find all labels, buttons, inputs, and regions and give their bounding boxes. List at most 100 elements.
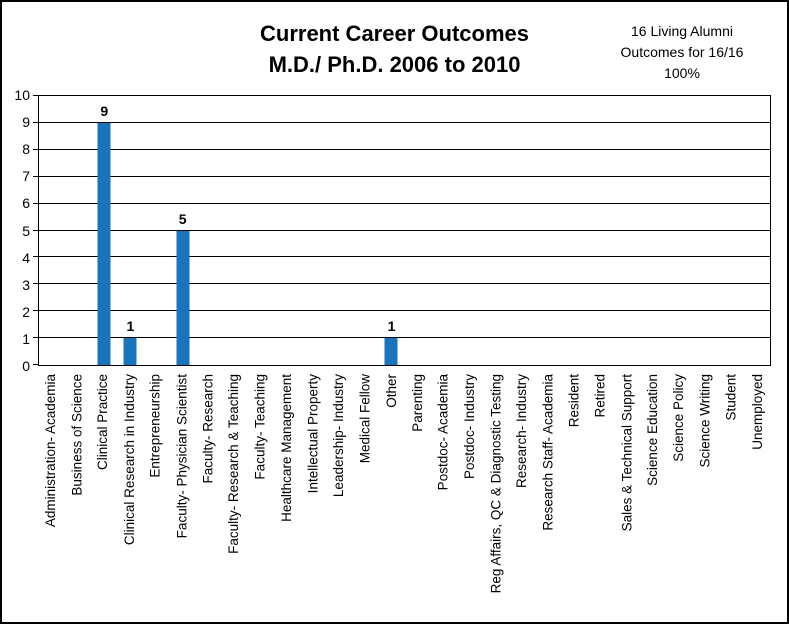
bar-column: 1 [117,96,143,365]
x-label-cell: Retired [588,368,614,622]
x-label-cell: Clinical Practice [90,368,116,622]
bar-column [248,96,274,365]
x-label-cell: Administration- Academia [38,368,64,622]
x-axis-label: Other [383,374,399,408]
bar [176,230,190,365]
bar-column [143,96,169,365]
y-tick-mark [33,202,39,204]
gridline [39,202,770,204]
bar-column [692,96,718,365]
bar-column [587,96,613,365]
x-axis-label: Science Policy [671,374,687,462]
x-axis-label: Unemployed [749,374,765,450]
bar-value-label: 1 [126,318,135,335]
y-tick-mark [33,229,39,231]
y-tick-label: 3 [22,276,30,293]
x-label-cell: Postdoc- Academia [431,368,457,622]
x-axis-label: Reg Affairs, QC & Diagnostic Testing [488,374,504,594]
bar [384,338,398,365]
bar-column [39,96,65,365]
x-axis-label: Postdoc- Academia [435,374,451,491]
x-label-cell: Unemployed [745,368,771,622]
x-label-cell: Medical Fellow [352,368,378,622]
y-tick-label: 0 [22,358,30,374]
x-axis-label: Research- Industry [514,374,530,489]
x-axis-label: Retired [592,374,608,418]
x-axis-label: Administration- Academia [43,374,59,528]
x-axis-labels: Administration- Academia Business of Scie… [38,368,771,622]
x-label-cell: Resident [561,368,587,622]
gridline [39,256,770,258]
y-tick-mark [33,95,39,96]
gridline [39,283,770,285]
x-label-cell: Healthcare Management [274,368,300,622]
x-axis-label: Parenting [409,374,425,432]
bar-column [300,96,326,365]
bar-column [718,96,744,365]
bar-column [274,96,300,365]
y-tick-label: 4 [22,249,30,266]
y-tick-label: 6 [22,195,30,212]
x-label-cell: Science Writing [692,368,718,622]
bar-column [613,96,639,365]
bar-columns: 9 1 5 1 [39,96,770,365]
x-label-cell: Faculty- Teaching [247,368,273,622]
gridline [39,148,770,150]
x-axis-label: Sales & Technical Support [618,374,634,532]
x-label-cell: Faculty- Research [195,368,221,622]
x-axis-label: Faculty- Research & Teaching [226,374,242,554]
x-label-cell: Entrepreneurship [143,368,169,622]
gridline [39,229,770,231]
x-label-cell: Clinical Research in Industry [117,368,143,622]
x-axis-label: Leadership- Industry [330,374,346,498]
y-tick-mark [33,283,39,285]
bar-column [405,96,431,365]
x-label-cell: Faculty- Physician Scientist [169,368,195,622]
x-axis-label: Faculty- Physician Scientist [173,374,189,539]
bar-column [666,96,692,365]
y-tick-label: 2 [22,303,30,320]
chart-title: Current Career Outcomes M.D./ Ph.D. 2006… [2,18,787,80]
y-tick-label: 9 [22,114,30,131]
gridline [39,337,770,339]
x-label-cell: Business of Science [64,368,90,622]
x-axis-label: Business of Science [69,374,85,496]
x-axis-label: Entrepreneurship [147,374,163,478]
bar-column [483,96,509,365]
bar [97,122,111,365]
x-axis-label: Student [723,374,739,421]
bar-column [535,96,561,365]
bar-column [457,96,483,365]
y-tick-label: 1 [22,330,30,347]
y-tick-mark [33,364,39,365]
gridline [39,175,770,177]
bar-value-label: 5 [178,210,187,227]
y-tick-mark [33,310,39,312]
y-tick-label: 7 [22,168,30,185]
chart-title-line-1: Current Career Outcomes [260,21,529,46]
y-tick-mark [33,148,39,150]
x-label-cell: Other [378,368,404,622]
x-label-cell: Postdoc- Industry [457,368,483,622]
x-label-cell: Leadership- Industry [326,368,352,622]
x-axis-label: Science Writing [697,374,713,468]
bar-column: 5 [170,96,196,365]
x-axis-label: Faculty- Teaching [252,374,268,480]
bar [123,338,137,365]
x-label-cell: Science Policy [666,368,692,622]
x-axis-label: Clinical Research in Industry [121,374,137,546]
x-label-cell: Sales & Technical Support [614,368,640,622]
bar-column [509,96,535,365]
chart-title-line-2: M.D./ Ph.D. 2006 to 2010 [268,52,521,77]
y-tick-mark [33,121,39,123]
x-label-cell: Parenting [404,368,430,622]
x-axis-label: Science Education [645,374,661,486]
gridline [39,95,770,96]
alumni-annotation-line-1: 16 Living Alumni [631,23,733,39]
x-label-cell: Science Education [640,368,666,622]
y-tick-label: 10 [14,87,30,103]
x-label-cell: Research- Industry [509,368,535,622]
x-label-cell: Research Staff- Academia [535,368,561,622]
x-label-cell: Student [718,368,744,622]
